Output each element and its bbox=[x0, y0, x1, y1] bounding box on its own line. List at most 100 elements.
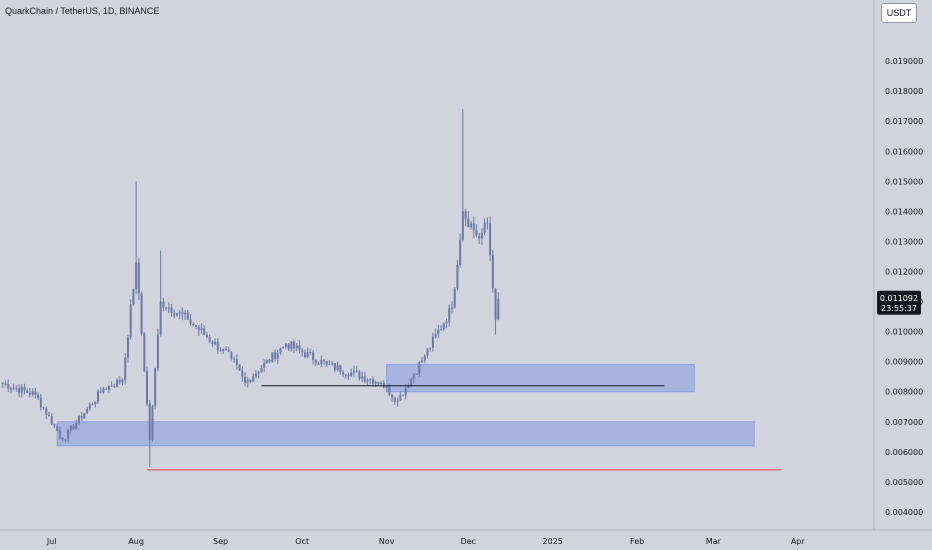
candle-body bbox=[450, 307, 453, 309]
candle-body bbox=[268, 359, 271, 362]
candle-body bbox=[407, 386, 410, 389]
candle-body bbox=[20, 386, 23, 393]
candle-body bbox=[77, 415, 80, 424]
candle-body bbox=[404, 388, 407, 396]
x-tick-label: Sep bbox=[213, 537, 228, 546]
candle-body bbox=[418, 362, 421, 374]
candle-body bbox=[102, 388, 105, 393]
candle-body bbox=[224, 348, 227, 351]
candle-body bbox=[189, 319, 192, 324]
candle-body bbox=[467, 218, 470, 228]
candle-body bbox=[303, 352, 306, 358]
candle-body bbox=[69, 426, 72, 430]
candle-body bbox=[197, 326, 200, 331]
candle-body bbox=[12, 387, 15, 389]
plot-area bbox=[0, 0, 874, 530]
candle-body bbox=[23, 386, 26, 391]
candle-body bbox=[429, 347, 432, 349]
candle-body bbox=[309, 352, 312, 354]
chart-title[interactable]: QuarkChain / TetherUS, 1D, BINANCE bbox=[5, 6, 160, 16]
candle-body bbox=[238, 364, 241, 371]
candle-body bbox=[347, 374, 350, 377]
candle-body bbox=[374, 382, 377, 384]
candle-body bbox=[339, 365, 342, 373]
x-tick-label: Aug bbox=[128, 537, 144, 546]
candle-body bbox=[287, 343, 290, 350]
level-layer bbox=[147, 385, 782, 471]
currency-selector[interactable]: USDT bbox=[881, 3, 917, 23]
y-tick-label: 0.016000 bbox=[885, 147, 923, 156]
candle-body bbox=[442, 323, 445, 330]
candle-body bbox=[31, 391, 34, 395]
candle-body bbox=[342, 372, 345, 375]
candle-body bbox=[99, 391, 102, 393]
candle-layer bbox=[1, 109, 500, 467]
x-tick-label: 2025 bbox=[543, 537, 563, 546]
candle-body bbox=[434, 334, 437, 337]
candle-body bbox=[132, 289, 135, 305]
zone-rect[interactable] bbox=[386, 364, 695, 393]
candle-body bbox=[306, 352, 309, 358]
candle-body bbox=[214, 341, 217, 345]
candle-body bbox=[483, 222, 486, 233]
y-tick-label: 0.008000 bbox=[885, 388, 923, 397]
grid-layer bbox=[0, 0, 874, 530]
candle-body bbox=[124, 357, 127, 380]
candle-body bbox=[195, 325, 198, 327]
candle-body bbox=[56, 425, 59, 431]
candle-body bbox=[344, 374, 347, 376]
x-tick-label: Oct bbox=[295, 537, 309, 546]
candle-body bbox=[83, 413, 86, 419]
zone-rect[interactable] bbox=[56, 421, 755, 447]
candle-body bbox=[116, 379, 119, 387]
candle-body bbox=[110, 385, 113, 387]
candle-body bbox=[88, 404, 91, 409]
candle-body bbox=[216, 341, 219, 351]
candle-body bbox=[154, 368, 157, 407]
candle-body bbox=[396, 400, 399, 402]
candle-body bbox=[15, 387, 18, 389]
y-tick-label: 0.004000 bbox=[885, 508, 923, 517]
candle-body bbox=[263, 362, 266, 369]
candle-body bbox=[317, 363, 320, 365]
candle-body bbox=[273, 352, 276, 359]
candle-body bbox=[388, 386, 391, 395]
candle-body bbox=[470, 223, 473, 228]
candle-body bbox=[464, 211, 467, 219]
candle-body bbox=[42, 407, 45, 409]
candle-body bbox=[107, 385, 110, 390]
candle-body bbox=[246, 379, 249, 383]
candle-countdown: 23:55:37 bbox=[881, 304, 917, 313]
candle-body bbox=[431, 336, 434, 348]
y-tick-label: 0.009000 bbox=[885, 358, 923, 367]
candle-body bbox=[391, 394, 394, 398]
candle-body bbox=[298, 345, 301, 350]
candle-body bbox=[211, 341, 214, 345]
candle-body bbox=[489, 223, 492, 256]
candle-body bbox=[67, 429, 70, 440]
candle-body bbox=[80, 415, 83, 419]
y-tick-label: 0.018000 bbox=[885, 87, 923, 96]
candle-body bbox=[241, 370, 244, 377]
x-tick-label: Dec bbox=[461, 537, 476, 546]
candle-body bbox=[4, 383, 7, 385]
candle-body bbox=[369, 379, 372, 381]
candle-body bbox=[333, 363, 336, 370]
candle-body bbox=[205, 334, 208, 338]
candle-body bbox=[156, 334, 159, 369]
candle-body bbox=[497, 298, 500, 320]
current-price-tag[interactable] bbox=[877, 290, 921, 315]
candle-body bbox=[113, 386, 116, 388]
candle-body bbox=[440, 329, 443, 331]
candle-body bbox=[480, 232, 483, 239]
candle-body bbox=[372, 379, 375, 384]
candle-body bbox=[336, 365, 339, 370]
candle-body bbox=[265, 359, 268, 363]
candle-body bbox=[178, 312, 181, 314]
candle-body bbox=[140, 293, 143, 334]
candle-body bbox=[399, 395, 402, 401]
candle-body bbox=[45, 408, 48, 415]
